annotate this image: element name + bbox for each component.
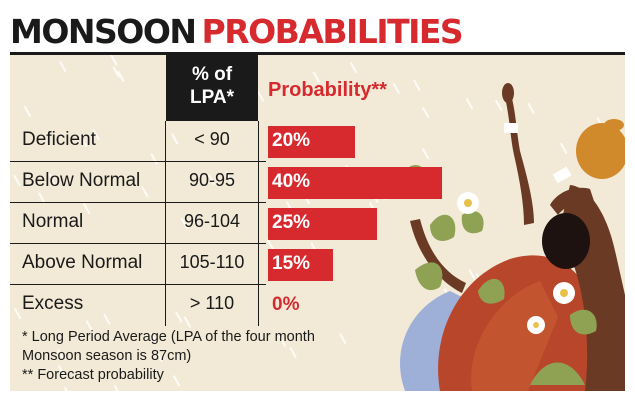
rain-streak bbox=[339, 333, 347, 345]
grid-line-horizontal bbox=[10, 202, 266, 203]
rain-streak bbox=[103, 313, 111, 325]
lpa-header-line1: % of bbox=[191, 64, 233, 85]
rain-streak bbox=[468, 269, 476, 281]
rain-streak bbox=[422, 148, 430, 160]
rain-streak bbox=[80, 135, 88, 147]
rain-streak bbox=[13, 174, 21, 186]
footnotes: * Long Period Average (LPA of the four m… bbox=[22, 328, 315, 385]
grid-line-horizontal bbox=[10, 161, 266, 162]
lpa-range-cell: 96-104 bbox=[183, 211, 241, 231]
category-label: Below Normal bbox=[22, 170, 141, 191]
rain-streak bbox=[155, 351, 163, 363]
probability-bar bbox=[268, 208, 377, 240]
rain-streak bbox=[180, 218, 188, 230]
rain-streak bbox=[92, 129, 100, 141]
probability-value-label: 25% bbox=[272, 212, 311, 233]
probability-value-label: 0% bbox=[272, 294, 300, 315]
probability-value-label: 40% bbox=[272, 171, 311, 192]
rain-streak bbox=[422, 107, 430, 119]
category-label: Excess bbox=[22, 293, 84, 314]
chart-panel: % of LPA* Probability** Deficient < 90 20%… bbox=[10, 55, 625, 391]
rain-streak bbox=[225, 171, 233, 183]
table-row: Deficient < 90 20% bbox=[10, 121, 440, 161]
lpa-column-header: % of LPA* bbox=[166, 55, 258, 121]
rain-streak bbox=[150, 333, 158, 345]
rain-streak bbox=[495, 99, 503, 111]
rain-streak bbox=[173, 375, 181, 387]
grid-line-horizontal bbox=[10, 284, 266, 285]
rain-streak bbox=[24, 105, 32, 117]
rain-streak bbox=[117, 70, 125, 82]
category-label: Deficient bbox=[22, 129, 96, 150]
rain-streak bbox=[113, 385, 119, 391]
rain-streak bbox=[560, 142, 568, 154]
footnote-line: ** Forecast probability bbox=[22, 367, 164, 383]
table-row: Excess > 110 0% bbox=[10, 285, 440, 325]
rain-streak bbox=[85, 320, 93, 332]
rain-streak bbox=[14, 308, 22, 320]
rain-streak bbox=[208, 174, 216, 186]
probability-bar bbox=[268, 126, 355, 158]
rain-streak bbox=[38, 192, 46, 204]
rain-streak bbox=[112, 66, 120, 78]
title-rule bbox=[10, 52, 625, 55]
title-part1: MONSOON bbox=[10, 12, 197, 51]
rain-streak bbox=[59, 61, 67, 73]
lpa-range-cell: 90-95 bbox=[188, 170, 236, 190]
footnote-line: * Long Period Average (LPA of the four m… bbox=[22, 329, 315, 345]
grid-line-vertical bbox=[258, 121, 259, 326]
rain-streak bbox=[63, 386, 68, 391]
table-row: Below Normal 90-95 40% bbox=[10, 162, 442, 202]
lpa-range-cell: 105-110 bbox=[179, 252, 245, 272]
probability-column-header: Probability** bbox=[268, 79, 387, 101]
rain-streak bbox=[257, 90, 265, 102]
rain-streak bbox=[527, 102, 535, 114]
category-label: Normal bbox=[22, 211, 84, 232]
rain-streak bbox=[413, 79, 421, 91]
rain-streak bbox=[312, 71, 320, 83]
probability-value-label: 20% bbox=[272, 130, 311, 151]
rain-streak bbox=[141, 186, 149, 198]
table-row: Normal 96-104 25% bbox=[10, 203, 440, 243]
rain-streak bbox=[285, 84, 293, 96]
page-title: MONSOON PROBABILITIES bbox=[10, 12, 464, 52]
probability-value-label: 15% bbox=[272, 253, 311, 274]
lpa-range-cell: > 110 bbox=[189, 293, 235, 313]
woman-with-pot-illustration bbox=[400, 83, 625, 391]
rain-streak bbox=[110, 55, 118, 66]
rain-streak bbox=[392, 83, 400, 95]
category-label: Above Normal bbox=[22, 252, 143, 273]
rain-streak bbox=[183, 316, 191, 328]
lpa-range-cell: < 90 bbox=[194, 129, 230, 149]
rain-streak bbox=[171, 133, 179, 145]
table-row: Above Normal 105-110 15% bbox=[10, 244, 440, 284]
probability-bar bbox=[268, 249, 333, 281]
rain-streak bbox=[57, 349, 65, 361]
footnote-line: Monsoon season is 87cm) bbox=[22, 348, 192, 364]
rain-streak bbox=[175, 311, 183, 323]
rain-streak bbox=[266, 238, 274, 250]
grid-line-vertical bbox=[165, 121, 166, 326]
rain-streak bbox=[350, 62, 358, 74]
title-part2: PROBABILITIES bbox=[201, 12, 464, 51]
lpa-header-line2: LPA* bbox=[190, 87, 234, 108]
rain-streak bbox=[289, 347, 297, 359]
rain-streak bbox=[83, 203, 91, 215]
rain-streak bbox=[48, 173, 56, 185]
rain-streak bbox=[465, 98, 473, 110]
probability-bar bbox=[268, 167, 442, 199]
grid-line-horizontal bbox=[10, 243, 266, 244]
rain-streak bbox=[278, 335, 286, 347]
rain-streak bbox=[57, 365, 65, 377]
